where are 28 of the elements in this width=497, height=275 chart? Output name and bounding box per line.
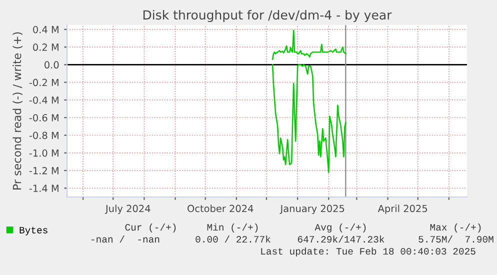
x-tick-label: October 2024	[188, 204, 254, 212]
text: Last update: Tue Feb 18 00:40:03 2025	[261, 247, 476, 257]
line-series	[272, 64, 346, 174]
legend-label: Bytes	[20, 226, 48, 236]
y-tick-label: -0.6 M	[29, 114, 58, 122]
text: Max (-/+)	[430, 223, 481, 233]
x-tick-label: January 2025	[280, 204, 344, 214]
y-tick-label: 0.0	[44, 61, 59, 69]
y-tick-label: -1.0 M	[29, 149, 58, 157]
y-tick-label: -1.4 M	[29, 184, 58, 192]
text: 647.29k/147.23k	[298, 235, 384, 243]
x-tick-label: July 2024	[104, 204, 150, 214]
y-axis-title: Pr second read (-) / write (+)	[12, 32, 23, 190]
text: Min (-/+)	[207, 223, 258, 233]
y-tick-label: -0.4 M	[29, 96, 58, 104]
y-tick-label: 0.4 M	[33, 26, 58, 34]
text: 5.75M/ 7.90M	[418, 235, 494, 243]
y-tick-label: -0.2 M	[29, 78, 58, 86]
text: Cur (-/+)	[125, 223, 176, 233]
y-tick-label: 0.2 M	[33, 44, 58, 51]
x-tick-label: April 2025	[378, 204, 428, 214]
y-tick-label: -1.2 M	[29, 167, 58, 174]
text: -nan / -nan	[92, 235, 160, 243]
line-series	[272, 30, 346, 60]
text: Avg (-/+)	[314, 223, 366, 233]
y-tick-label: -0.8 M	[29, 132, 58, 140]
chart-title: Disk throughput for /dev/dm-4 - by year	[143, 10, 392, 22]
text: 0.00 / 22.77k	[196, 235, 270, 243]
